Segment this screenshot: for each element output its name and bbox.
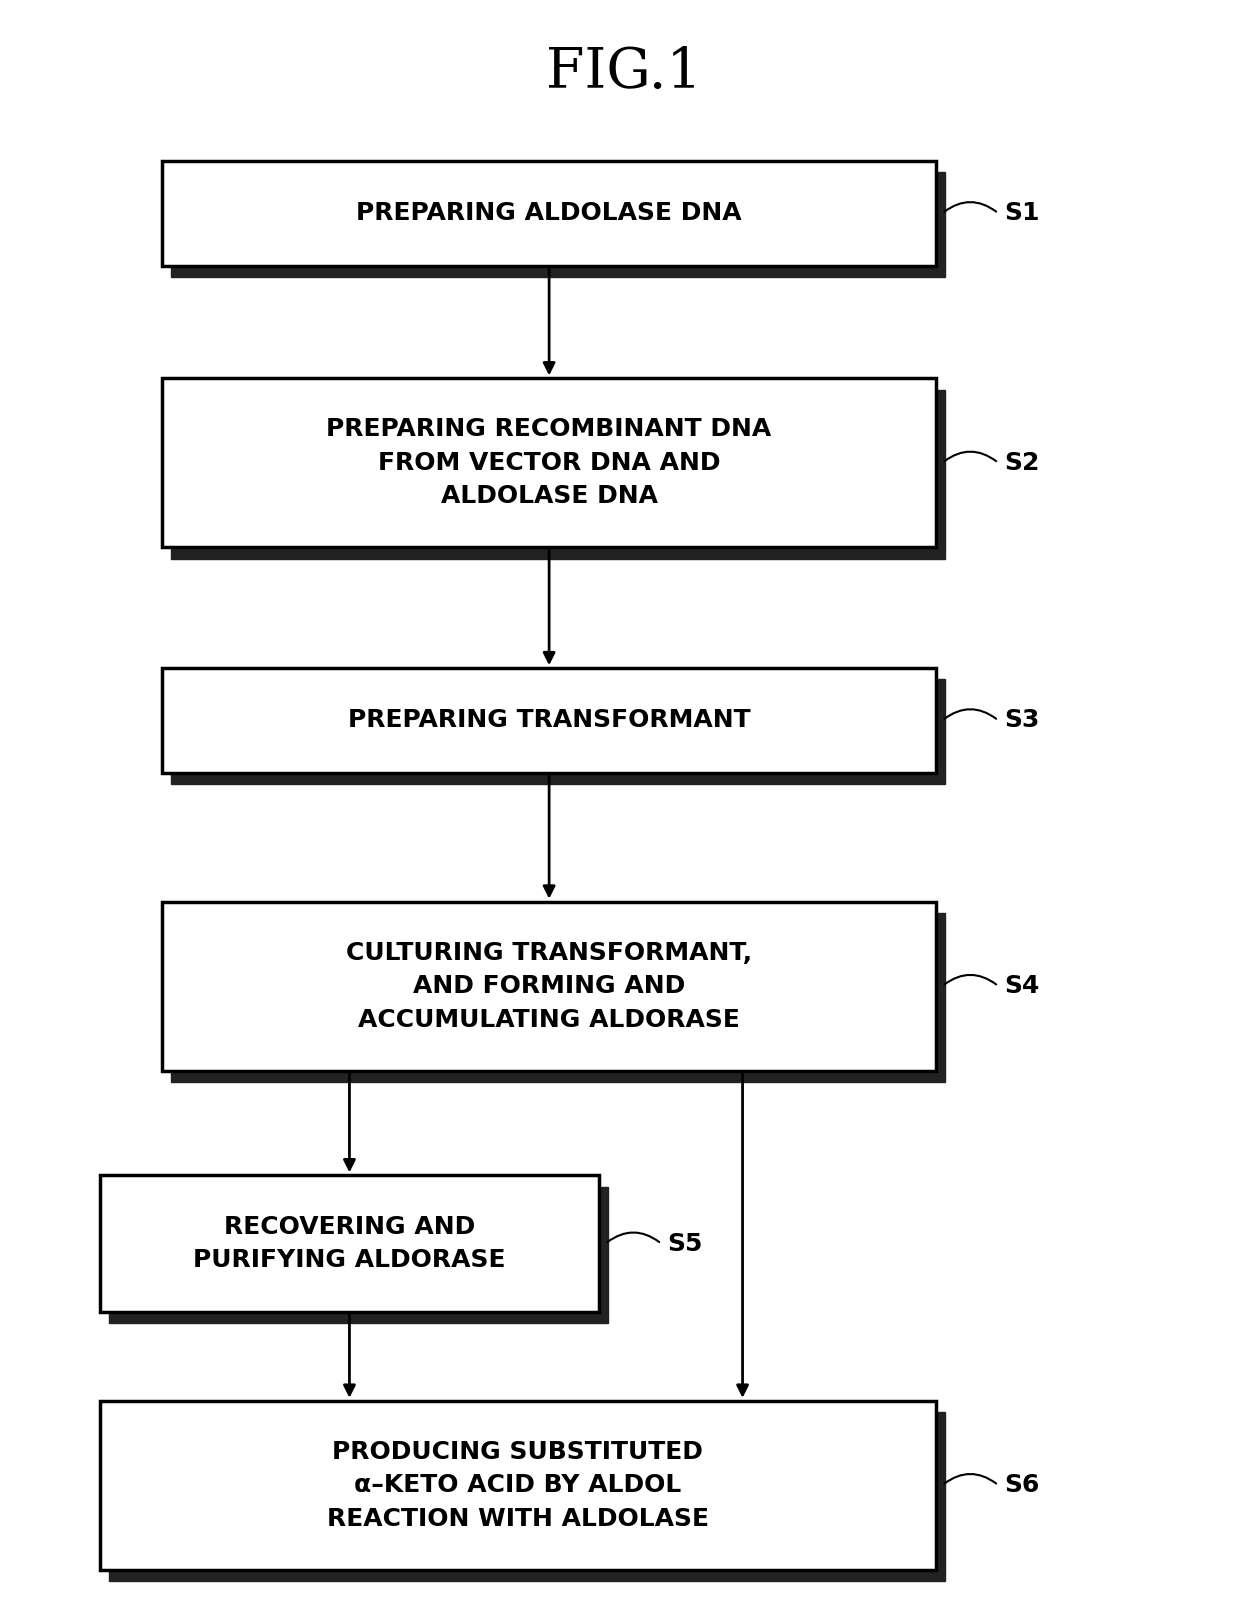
- Text: S4: S4: [1005, 974, 1040, 998]
- FancyBboxPatch shape: [162, 668, 936, 773]
- Text: S5: S5: [668, 1232, 703, 1256]
- FancyBboxPatch shape: [171, 172, 945, 277]
- Text: PREPARING TRANSFORMANT: PREPARING TRANSFORMANT: [348, 708, 750, 733]
- FancyBboxPatch shape: [162, 378, 936, 547]
- FancyBboxPatch shape: [171, 913, 945, 1082]
- Text: PREPARING ALDOLASE DNA: PREPARING ALDOLASE DNA: [357, 201, 741, 225]
- FancyBboxPatch shape: [100, 1175, 599, 1312]
- Text: RECOVERING AND
PURIFYING ALDORASE: RECOVERING AND PURIFYING ALDORASE: [193, 1216, 505, 1272]
- FancyBboxPatch shape: [162, 902, 936, 1071]
- Text: CULTURING TRANSFORMANT,
AND FORMING AND
ACCUMULATING ALDORASE: CULTURING TRANSFORMANT, AND FORMING AND …: [346, 940, 753, 1032]
- Text: S3: S3: [1005, 708, 1040, 733]
- Text: S2: S2: [1005, 451, 1040, 475]
- FancyBboxPatch shape: [171, 679, 945, 784]
- Text: PREPARING RECOMBINANT DNA
FROM VECTOR DNA AND
ALDOLASE DNA: PREPARING RECOMBINANT DNA FROM VECTOR DN…: [327, 417, 771, 509]
- Text: S1: S1: [1005, 201, 1040, 225]
- FancyBboxPatch shape: [109, 1187, 608, 1323]
- Text: S6: S6: [1005, 1473, 1040, 1497]
- FancyBboxPatch shape: [109, 1412, 945, 1581]
- FancyBboxPatch shape: [100, 1401, 936, 1570]
- FancyBboxPatch shape: [162, 161, 936, 266]
- FancyBboxPatch shape: [171, 390, 945, 559]
- Text: PRODUCING SUBSTITUTED
α–KETO ACID BY ALDOL
REACTION WITH ALDOLASE: PRODUCING SUBSTITUTED α–KETO ACID BY ALD…: [327, 1439, 709, 1531]
- Text: FIG.1: FIG.1: [547, 45, 701, 100]
